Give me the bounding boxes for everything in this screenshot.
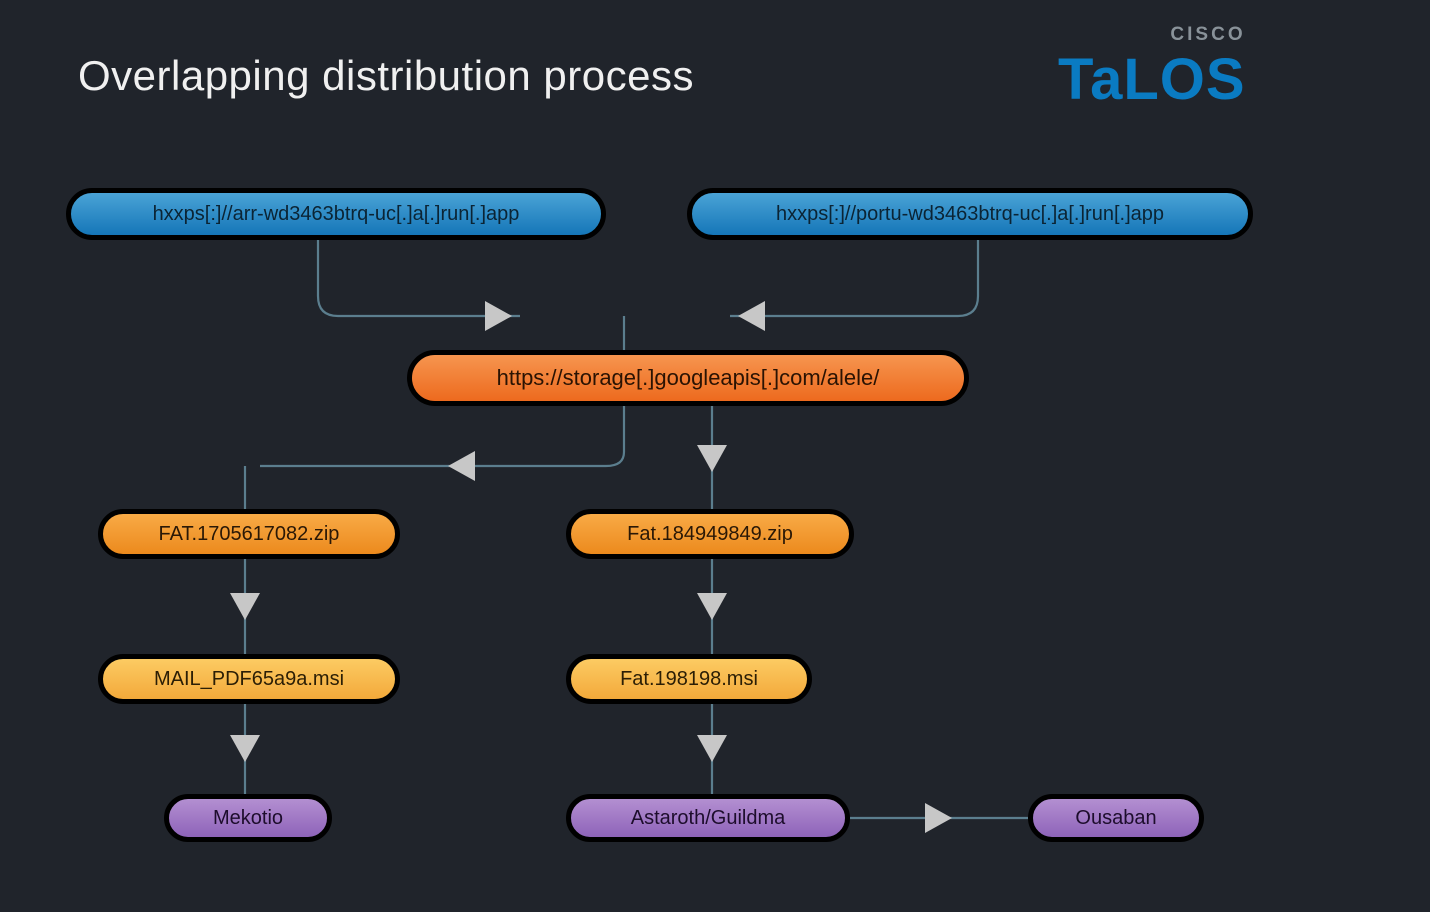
flow-node-label: FAT.1705617082.zip <box>159 523 340 546</box>
flow-node-ast: Astaroth/Guildma <box>566 794 850 842</box>
flow-node-url2: hxxps[:]//portu-wd3463btrq-uc[.]a[.]run[… <box>687 188 1253 240</box>
flow-node-label: Astaroth/Guildma <box>631 807 786 830</box>
flow-node-label: hxxps[:]//arr-wd3463btrq-uc[.]a[.]run[.]… <box>153 203 520 226</box>
flow-node-zip1: FAT.1705617082.zip <box>98 509 400 559</box>
arrowhead-icon <box>448 451 475 481</box>
edge-layer <box>0 0 1430 912</box>
logo-talos-text: TaLOS <box>1058 46 1246 113</box>
logo-cisco-text: CISCO <box>1058 24 1246 46</box>
arrowhead-icon <box>697 445 727 472</box>
flow-node-ous: Ousaban <box>1028 794 1204 842</box>
flow-node-gapi: https://storage[.]googleapis[.]com/alele… <box>407 350 969 406</box>
arrowhead-icon <box>230 735 260 762</box>
flow-node-label: Fat.184949849.zip <box>627 523 793 546</box>
flow-node-label: hxxps[:]//portu-wd3463btrq-uc[.]a[.]run[… <box>776 203 1164 226</box>
arrowhead-icon <box>697 735 727 762</box>
flow-node-label: MAIL_PDF65a9a.msi <box>154 668 344 691</box>
arrowhead-icon <box>230 593 260 620</box>
page-title: Overlapping distribution process <box>78 52 694 100</box>
flow-node-label: Fat.198198.msi <box>620 668 758 691</box>
arrowhead-icon <box>485 301 512 331</box>
flow-edge <box>730 240 978 316</box>
flow-node-msi1: MAIL_PDF65a9a.msi <box>98 654 400 704</box>
flow-node-label: Ousaban <box>1075 807 1156 830</box>
arrowhead-icon <box>925 803 952 833</box>
flow-node-url1: hxxps[:]//arr-wd3463btrq-uc[.]a[.]run[.]… <box>66 188 606 240</box>
brand-logo: CISCO TaLOS <box>1058 24 1246 113</box>
flow-node-mek: Mekotio <box>164 794 332 842</box>
flow-edge <box>318 240 520 316</box>
flow-node-label: https://storage[.]googleapis[.]com/alele… <box>497 365 880 391</box>
flow-node-msi2: Fat.198198.msi <box>566 654 812 704</box>
arrowhead-icon <box>697 593 727 620</box>
flow-node-zip2: Fat.184949849.zip <box>566 509 854 559</box>
arrowhead-icon <box>738 301 765 331</box>
flow-edge <box>260 406 624 466</box>
flow-node-label: Mekotio <box>213 807 283 830</box>
